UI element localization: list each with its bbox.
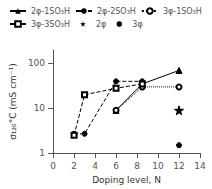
svg-text:Doping level, N: Doping level, N	[92, 175, 161, 185]
svg-text:12: 12	[173, 161, 184, 171]
svg-text:2φ: 2φ	[96, 20, 106, 29]
svg-text:3φ: 3φ	[132, 20, 142, 29]
svg-text:3φ-1SO₃H: 3φ-1SO₃H	[163, 7, 202, 16]
svg-text:2: 2	[71, 161, 77, 171]
svg-text:14: 14	[194, 161, 206, 171]
svg-text:100: 100	[28, 58, 45, 68]
svg-text:2φ-1SO₃H: 2φ-1SO₃H	[31, 7, 70, 16]
svg-text:0: 0	[50, 161, 56, 171]
svg-text:1: 1	[39, 148, 45, 158]
svg-text:2φ-2SO₃H: 2φ-2SO₃H	[97, 7, 136, 16]
svg-text:10: 10	[34, 103, 46, 113]
svg-text:8: 8	[134, 161, 140, 171]
svg-text:3φ-3SO₃H: 3φ-3SO₃H	[31, 20, 70, 29]
svg-text:10: 10	[152, 161, 164, 171]
svg-text:4: 4	[92, 161, 98, 171]
svg-text:σ₁₂₀°C (mS cm⁻¹): σ₁₂₀°C (mS cm⁻¹)	[8, 63, 18, 140]
svg-text:6: 6	[113, 161, 119, 171]
